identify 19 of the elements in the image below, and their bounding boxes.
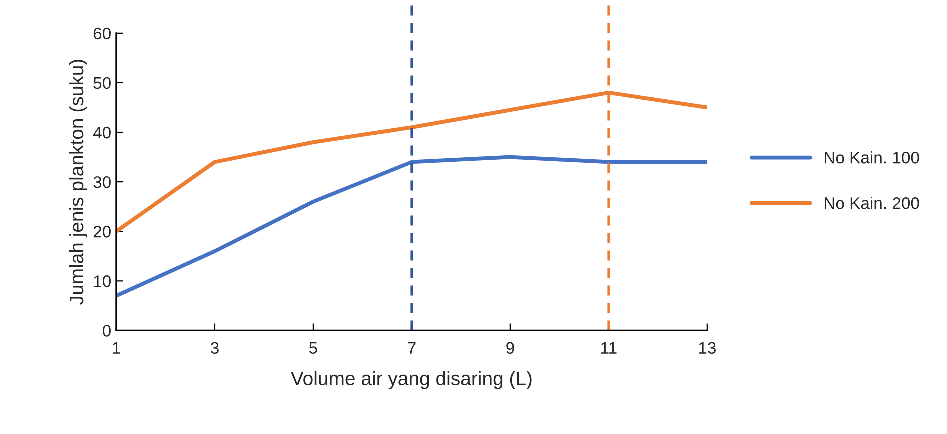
legend-label: No Kain. 200 xyxy=(824,197,920,210)
y-tick-label: 40 xyxy=(93,126,111,139)
x-tick-label: 7 xyxy=(408,342,416,354)
x-tick-label: 1 xyxy=(113,342,120,354)
x-axis-title: Volume air yang disaring (L) xyxy=(290,371,532,390)
y-tick-label: 20 xyxy=(94,226,111,238)
y-axis-title: Jumlah jenis plankton (suku) xyxy=(69,60,88,305)
x-tick-label: 5 xyxy=(309,342,318,354)
y-tick-label: 50 xyxy=(94,77,111,90)
legend-label: No Kain. 100 xyxy=(824,152,920,164)
x-tick-label: 3 xyxy=(210,342,219,354)
y-tick-label: 30 xyxy=(94,176,111,188)
y-tick-label: 10 xyxy=(94,276,111,288)
y-tick-label: 0 xyxy=(103,325,111,337)
y-tick-label: 60 xyxy=(94,28,111,40)
x-tick-label: 9 xyxy=(506,342,514,354)
x-tick-label: 11 xyxy=(602,342,617,354)
line-series xyxy=(116,155,708,298)
x-tick-label: 13 xyxy=(699,342,716,354)
